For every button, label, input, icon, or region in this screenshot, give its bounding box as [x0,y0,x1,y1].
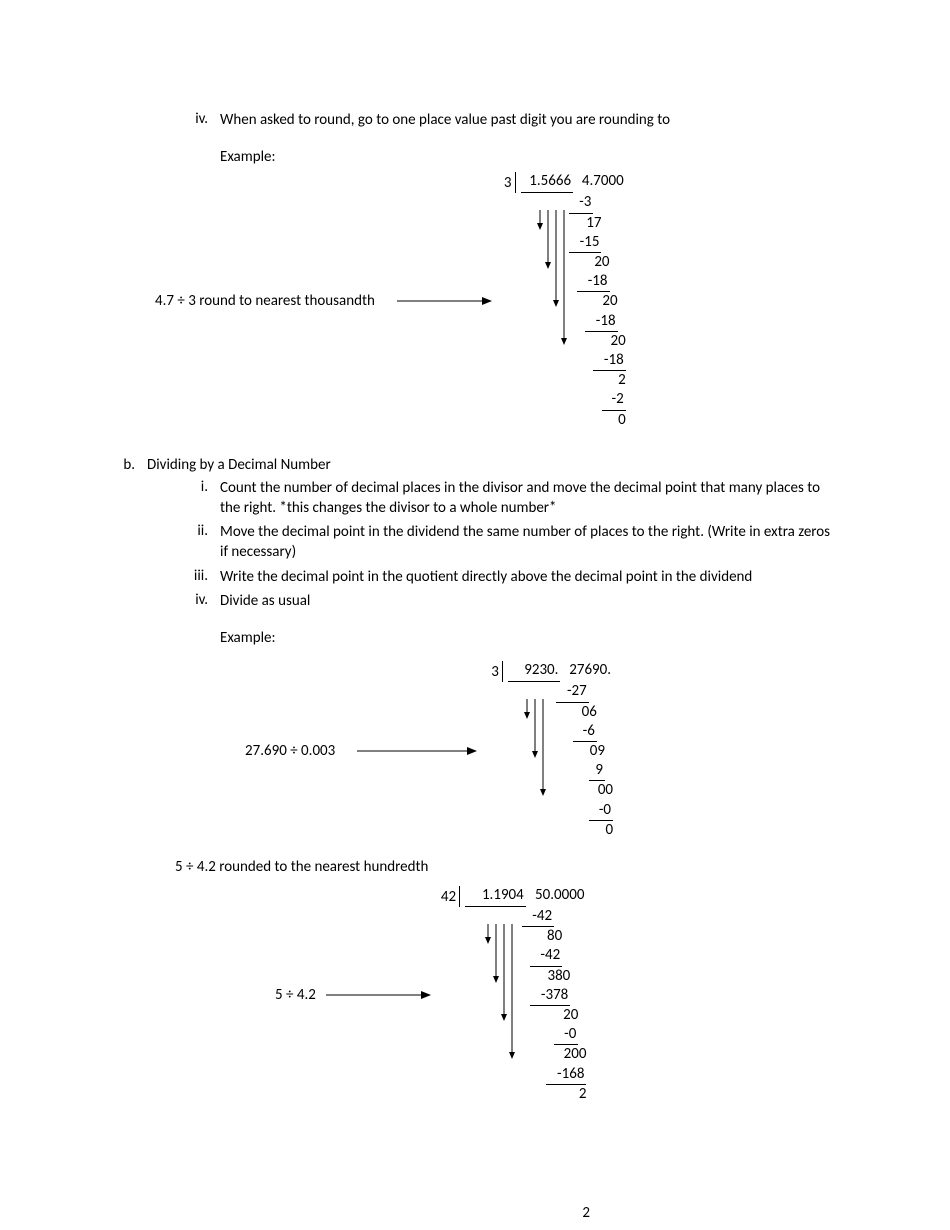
arrow-right-icon [397,295,492,307]
division-step: 20 [460,1006,586,1025]
division-step: 2 [515,371,626,390]
divisor: 3 [491,663,502,682]
example-3: 5 ÷ 4.2 42 1.190450.0000 -42 80 -42 380 -3… [275,886,835,1104]
division-step: -42 [460,907,586,927]
division-step: 20 [515,332,626,351]
example-2-division: 3 9230.27690. -27 06 -6 09 9 00-00 [491,661,613,840]
dividend: 50.0000 [526,886,587,905]
section-b-label: b. [115,456,147,474]
division-step: 80 [460,927,586,946]
example-2-problem: 27.690 ÷ 0.003 [245,742,335,760]
example-3-intro: 5 ÷ 4.2 rounded to the nearest hundredth [175,858,835,876]
divisor: 3 [504,174,515,193]
division-step: -27 [502,682,613,702]
section-b-item: i.Count the number of decimal places in … [178,478,835,519]
division-step: -18 [515,351,626,371]
section-b-item: ii.Move the decimal point in the dividen… [178,522,835,563]
division-step: -168 [460,1065,586,1085]
section-b-items: i.Count the number of decimal places in … [178,478,835,612]
division-step: 20 [515,253,626,272]
section-b-item-text: Count the number of decimal places in th… [220,478,835,519]
example-label-1: Example: [220,148,835,166]
division-step: 17 [515,214,626,233]
division-step: 9 [502,761,613,781]
quotient: 1.5666 [521,172,574,193]
example-1-division: 31.56664.7000-3 17 -15 20 -18 20 -18 20-… [504,172,626,429]
division-step: 09 [502,742,613,761]
item-iv: iv. When asked to round, go to one place… [178,110,835,130]
division-step: 200 [460,1045,586,1064]
division-step: -18 [515,312,626,332]
division-step: 380 [460,967,586,986]
example-label-2: Example: [220,629,835,647]
section-b: b. Dividing by a Decimal Number [115,456,835,474]
section-b-title: Dividing by a Decimal Number [147,456,835,474]
division-step: 00 [502,781,613,800]
section-b-item-text: Move the decimal point in the dividend t… [220,522,835,563]
section-b-item-text: Write the decimal point in the quotient … [220,567,835,587]
section-b-item: iii.Write the decimal point in the quoti… [178,567,835,587]
quotient: 9230. [508,661,561,682]
dividend: 27690. [560,661,613,680]
division-step: 0 [502,821,613,840]
division-step: 20 [515,292,626,311]
section-b-item: iv.Divide as usual [178,591,835,611]
division-step: -0 [502,801,613,821]
arrow-right-icon [326,989,431,1001]
example-1: 4.7 ÷ 3 round to nearest thousandth 3 1.5… [155,172,835,429]
division-step: -3 [515,193,626,213]
example-1-problem: 4.7 ÷ 3 round to nearest thousandth [155,292,375,310]
page: iv. When asked to round, go to one place… [0,0,950,1230]
section-b-item-label: iv. [178,591,220,609]
section-b-item-label: iii. [178,567,220,585]
section-b-item-label: i. [178,478,220,496]
division-step: -15 [515,233,626,253]
division-step: -18 [515,272,626,292]
example-3-problem: 5 ÷ 4.2 [275,986,316,1004]
example-3-division: 42 1.190450.0000 -42 80 -42 380 -378 20 -0… [441,886,587,1104]
item-iv-text: When asked to round, go to one place val… [220,110,835,130]
divisor: 42 [441,888,459,907]
section-b-item-label: ii. [178,522,220,540]
division-step: -42 [460,946,586,966]
division-step: -378 [460,986,586,1006]
division-step: 0 [515,411,626,430]
division-step: -6 [502,722,613,742]
page-number: 2 [582,1204,590,1222]
division-step: 2 [460,1085,586,1104]
item-iv-label: iv. [178,110,220,128]
arrow-right-icon [357,745,477,757]
division-step: -0 [460,1025,586,1045]
division-step: 06 [502,703,613,722]
quotient: 1.1904 [465,886,526,907]
section-b-item-text: Divide as usual [220,591,835,611]
division-step: -2 [515,390,626,410]
example-2: 27.690 ÷ 0.003 3 9230.27690. -27 06 -6 09 … [245,661,835,840]
dividend: 4.7000 [573,172,626,191]
